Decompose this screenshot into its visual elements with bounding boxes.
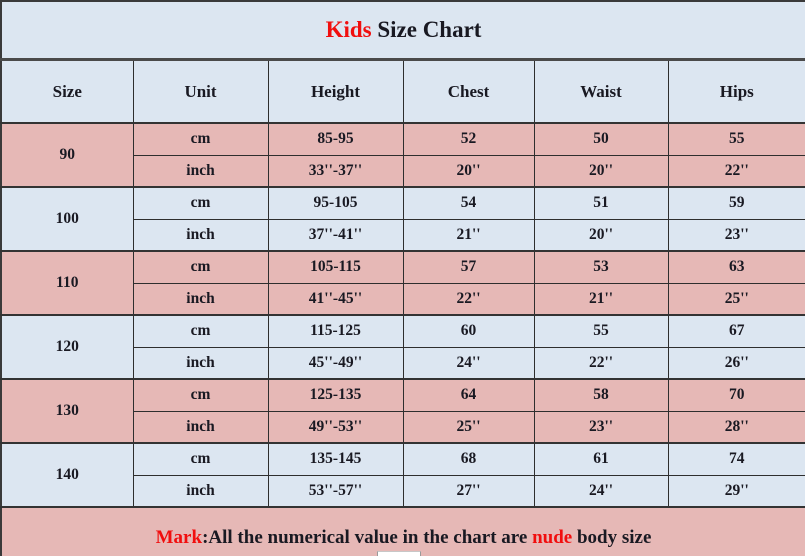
- chest-cell: 57: [402, 250, 535, 284]
- hips-cell: 25'': [667, 282, 805, 316]
- title-highlight: Kids: [325, 17, 372, 42]
- waist-cell: 21'': [533, 282, 669, 316]
- height-cell: 41''-45'': [267, 282, 404, 316]
- unit-cell: inch: [132, 410, 269, 444]
- unit-cell: cm: [132, 186, 269, 220]
- waist-cell: 20'': [533, 154, 669, 188]
- height-cell: 45''-49'': [267, 346, 404, 380]
- hips-cell: 23'': [667, 218, 805, 252]
- waist-cell: 23'': [533, 410, 669, 444]
- hips-cell: 63: [667, 250, 805, 284]
- hips-cell: 55: [667, 122, 805, 156]
- hips-cell: 22'': [667, 154, 805, 188]
- height-cell: 95-105: [267, 186, 404, 220]
- row-120-cm: 120 cm 115-125 60 55 67: [0, 314, 805, 380]
- size-cell: 100: [0, 186, 134, 252]
- unit-cell: inch: [132, 282, 269, 316]
- column-header-row: Size Unit Height Chest Waist Hips: [0, 59, 805, 124]
- height-cell: 125-135: [267, 378, 404, 412]
- row-130-inch: inch 49''-53'' 25'' 23'' 28'': [1, 410, 805, 444]
- mark-note-row: Mark:All the numerical value in the char…: [0, 506, 805, 556]
- row-100-inch: inch 37''-41'' 21'' 20'' 23'': [1, 218, 805, 252]
- size-cell: 140: [0, 442, 134, 508]
- unit-cell: cm: [132, 122, 269, 156]
- title-row: Kids Size Chart: [0, 0, 805, 61]
- height-cell: 53''-57'': [267, 474, 404, 508]
- chest-cell: 22'': [402, 282, 535, 316]
- waist-cell: 22'': [533, 346, 669, 380]
- height-cell: 33''-37'': [267, 154, 404, 188]
- height-cell: 49''-53'': [267, 410, 404, 444]
- hips-cell: 74: [667, 442, 805, 476]
- spreadsheet-cell-fragment: [377, 551, 421, 556]
- column-header-size: Size: [0, 59, 134, 124]
- waist-cell: 20'': [533, 218, 669, 252]
- hips-cell: 26'': [667, 346, 805, 380]
- chest-cell: 25'': [402, 410, 535, 444]
- mark-label: Mark: [155, 526, 203, 548]
- unit-cell: cm: [132, 378, 269, 412]
- size-cell: 120: [0, 314, 134, 380]
- chest-cell: 52: [402, 122, 535, 156]
- hips-cell: 29'': [667, 474, 805, 508]
- waist-cell: 50: [533, 122, 669, 156]
- size-cell: 130: [0, 378, 134, 444]
- size-cell: 90: [0, 122, 134, 188]
- height-cell: 37''-41'': [267, 218, 404, 252]
- row-110-inch: inch 41''-45'' 22'' 21'' 25'': [1, 282, 805, 316]
- waist-cell: 58: [533, 378, 669, 412]
- height-cell: 105-115: [267, 250, 404, 284]
- chest-cell: 24'': [402, 346, 535, 380]
- height-cell: 115-125: [267, 314, 404, 348]
- row-90-cm: 90 cm 85-95 52 50 55: [0, 122, 805, 188]
- unit-cell: inch: [132, 346, 269, 380]
- chest-cell: 27'': [402, 474, 535, 508]
- chest-cell: 20'': [402, 154, 535, 188]
- row-100-cm: 100 cm 95-105 54 51 59: [0, 186, 805, 252]
- row-140-inch: inch 53''-57'' 27'' 24'' 29'': [1, 474, 805, 508]
- nude-highlight: nude: [532, 526, 573, 548]
- waist-cell: 61: [533, 442, 669, 476]
- chest-cell: 21'': [402, 218, 535, 252]
- waist-cell: 51: [533, 186, 669, 220]
- unit-cell: cm: [132, 250, 269, 284]
- column-header-unit: Unit: [132, 59, 269, 124]
- mark-body-text: :All the numerical value in the chart ar…: [202, 526, 533, 548]
- page-title: Kids Size Chart: [0, 0, 805, 61]
- row-110-cm: 110 cm 105-115 57 53 63: [0, 250, 805, 316]
- hips-cell: 59: [667, 186, 805, 220]
- unit-cell: cm: [132, 314, 269, 348]
- chest-cell: 64: [402, 378, 535, 412]
- chest-cell: 68: [402, 442, 535, 476]
- title-rest: Size Chart: [371, 17, 482, 42]
- chest-cell: 60: [402, 314, 535, 348]
- hips-cell: 70: [667, 378, 805, 412]
- chest-cell: 54: [402, 186, 535, 220]
- mark-tail-text: body size: [572, 526, 652, 548]
- hips-cell: 67: [667, 314, 805, 348]
- waist-cell: 55: [533, 314, 669, 348]
- height-cell: 85-95: [267, 122, 404, 156]
- column-header-hips: Hips: [667, 59, 805, 124]
- mark-note: Mark:All the numerical value in the char…: [0, 506, 805, 556]
- column-header-waist: Waist: [533, 59, 669, 124]
- size-cell: 110: [0, 250, 134, 316]
- column-header-height: Height: [267, 59, 404, 124]
- unit-cell: inch: [132, 154, 269, 188]
- height-cell: 135-145: [267, 442, 404, 476]
- unit-cell: cm: [132, 442, 269, 476]
- unit-cell: inch: [132, 474, 269, 508]
- row-140-cm: 140 cm 135-145 68 61 74: [0, 442, 805, 508]
- row-130-cm: 130 cm 125-135 64 58 70: [0, 378, 805, 444]
- hips-cell: 28'': [667, 410, 805, 444]
- unit-cell: inch: [132, 218, 269, 252]
- waist-cell: 24'': [533, 474, 669, 508]
- waist-cell: 53: [533, 250, 669, 284]
- row-90-inch: inch 33''-37'' 20'' 20'' 22'': [1, 154, 805, 188]
- column-header-chest: Chest: [402, 59, 535, 124]
